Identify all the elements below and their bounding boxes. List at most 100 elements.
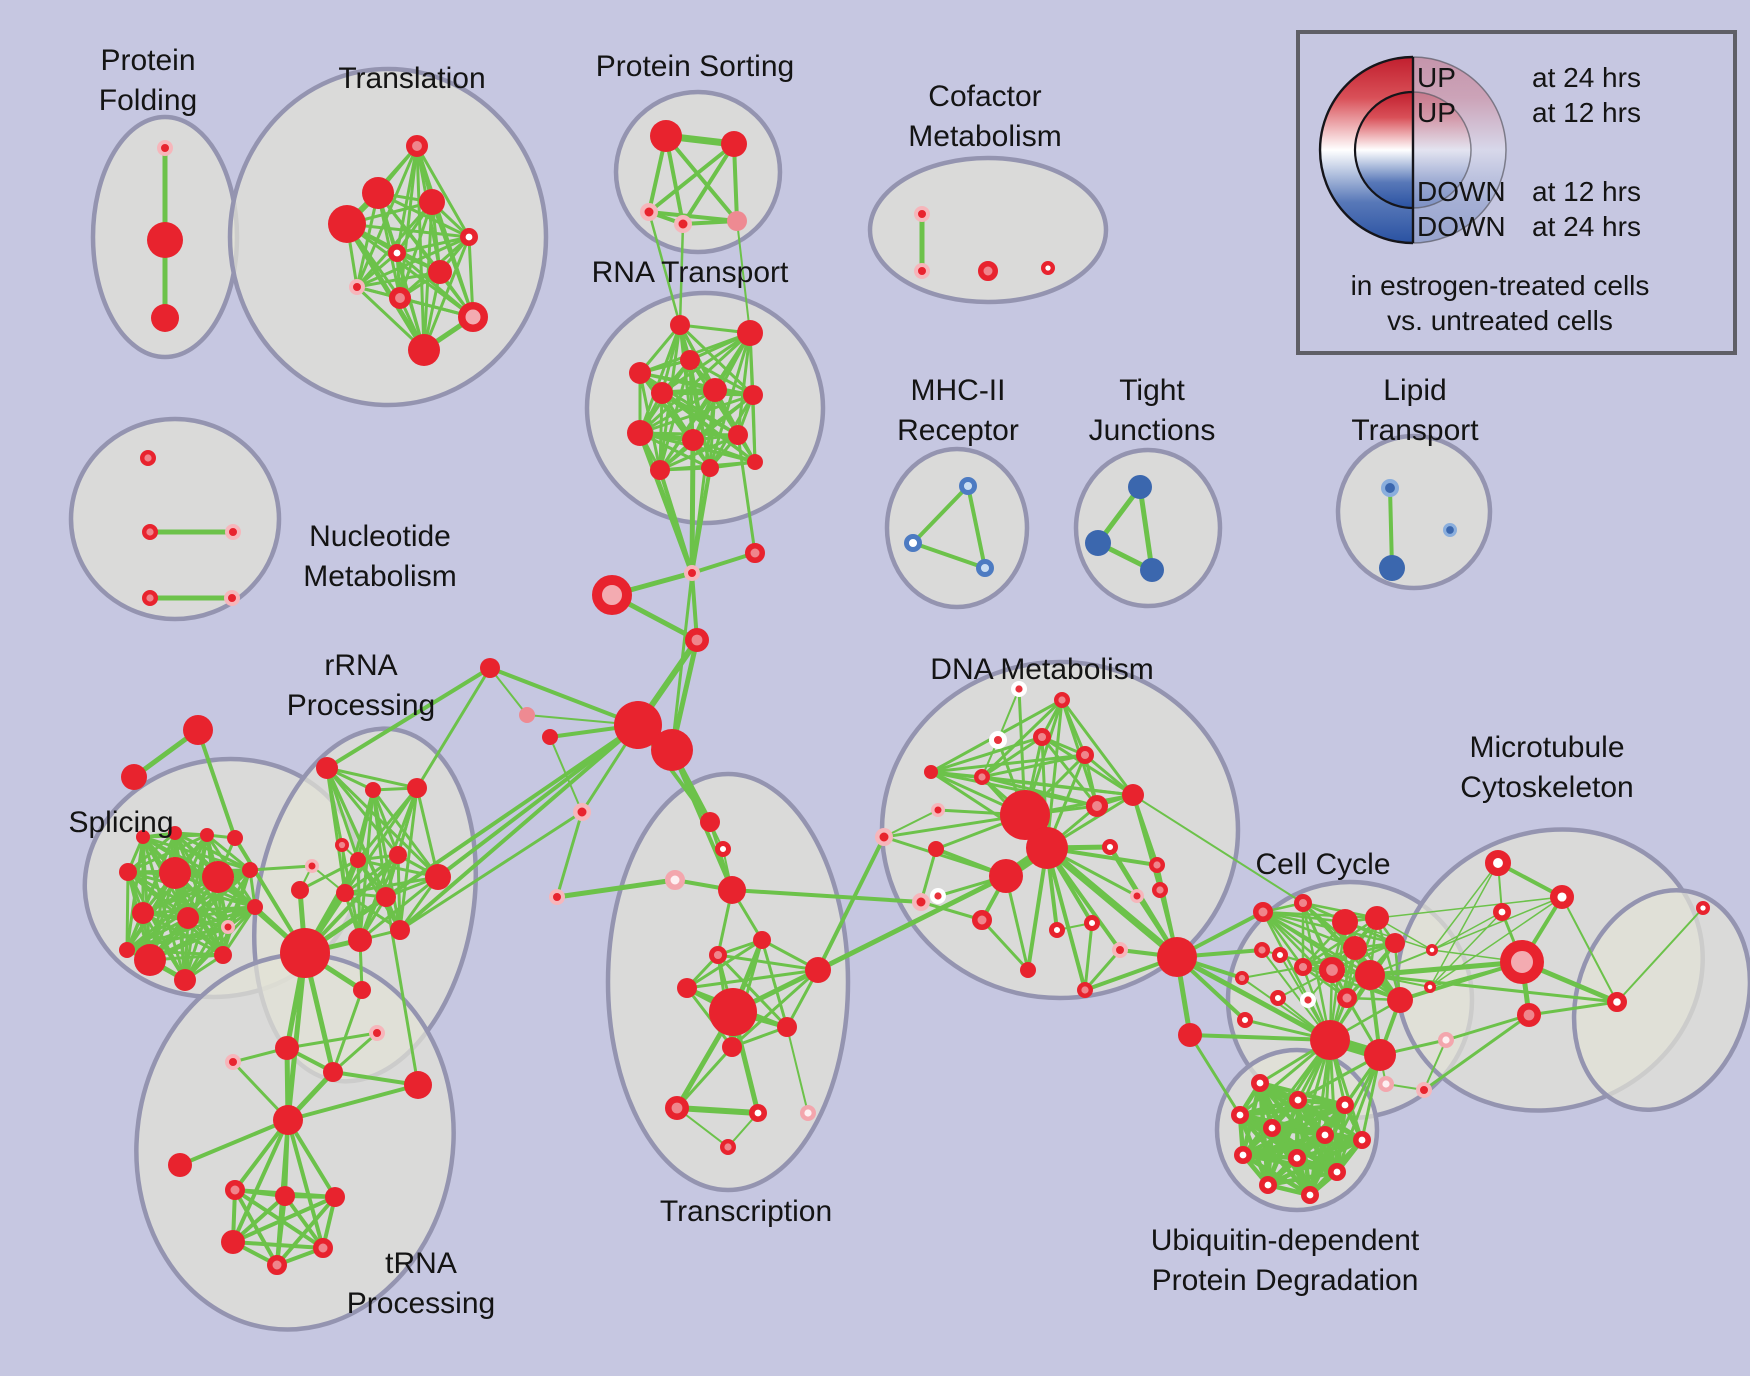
network-node-cc11 [1236, 1011, 1253, 1028]
cluster-label-translation-line1: Translation [338, 62, 485, 95]
network-edge [1431, 896, 1563, 951]
network-edge [1422, 1013, 1531, 1092]
network-node-tc0 [700, 812, 720, 832]
network-node-cc12 [1310, 1020, 1350, 1060]
legend-glyph-inner-right [1413, 92, 1471, 208]
network-node-pf1 [147, 222, 183, 258]
network-node-cc4 [1253, 942, 1270, 959]
network-edge [233, 1188, 279, 1267]
network-node-rt9 [728, 425, 748, 445]
network-node-s3 [674, 215, 692, 233]
network-edge [1131, 793, 1162, 892]
network-node-sp7 [177, 907, 199, 929]
network-edge [647, 142, 736, 214]
network-node-cc25 [1337, 988, 1357, 1008]
cluster-label-lipid-transport-line2: Transport [1351, 414, 1479, 447]
network-edge [1367, 959, 1525, 978]
network-edge [1261, 910, 1305, 969]
network-node-tc2 [665, 870, 685, 890]
network-edge [125, 835, 145, 952]
network-node-rr12 [348, 928, 372, 952]
network-node-l0 [542, 729, 558, 745]
network-node-rr4 [305, 859, 319, 873]
network-edge [549, 736, 583, 813]
network-edge [1137, 484, 1155, 573]
network-node-t6 [428, 260, 452, 284]
network-node-sp0 [159, 857, 191, 889]
network-edge [736, 220, 751, 334]
cluster-label-nucleotide-metabolism-line1: Nucleotide [309, 520, 451, 553]
network-edge [148, 868, 252, 962]
network-edge [716, 953, 820, 972]
network-node-tc4 [753, 931, 771, 949]
network-edge [173, 831, 252, 872]
network-node-st2 [592, 575, 632, 615]
network-node-dm25 [1053, 692, 1070, 709]
network-edge [355, 270, 442, 289]
network-node-nm0 [139, 450, 156, 467]
network-edge [1308, 1053, 1382, 1197]
network-node-cc13 [1364, 1039, 1396, 1071]
legend-row-0-direction: UP [1417, 62, 1456, 93]
network-edge [685, 968, 820, 990]
network-node-cf3 [1041, 261, 1056, 276]
network-node-tc6 [677, 978, 697, 998]
network-edge [488, 666, 640, 727]
network-node-rr16 [323, 1062, 343, 1082]
network-node-pf2 [151, 304, 179, 332]
network-node-t5 [388, 243, 407, 262]
network-node-cc1 [1293, 893, 1312, 912]
network-node-rt1 [737, 320, 763, 346]
network-node-rr19 [353, 981, 371, 999]
network-edge [125, 833, 209, 952]
network-edge [1376, 896, 1563, 919]
network-node-g0 [183, 715, 213, 745]
network-edge [345, 222, 471, 239]
network-node-rr10 [376, 887, 396, 907]
network-node-ub1 [1289, 1091, 1308, 1110]
network-node-lp1 [1379, 555, 1405, 581]
network-node-s4 [727, 211, 747, 231]
network-edge [1045, 698, 1064, 850]
network-node-tn7 [267, 1255, 287, 1275]
network-node-tc7 [805, 957, 831, 983]
network-node-rr17 [369, 1025, 385, 1041]
network-node-dm0 [988, 730, 1007, 749]
network-edge [638, 388, 717, 435]
network-edge [997, 688, 1020, 741]
cluster-label-tight-junctions-line1: Tight [1119, 374, 1185, 407]
network-edge [689, 437, 696, 576]
network-node-tn3 [275, 1186, 295, 1206]
network-edge [1188, 1033, 1242, 1117]
network-edge [647, 210, 682, 327]
network-node-dm7 [875, 828, 893, 846]
network-edge [1328, 1038, 1339, 1174]
network-node-mt5 [1517, 1002, 1542, 1027]
network-node-rr11 [280, 928, 330, 978]
network-node-t0 [405, 134, 428, 157]
network-node-dm18 [1020, 962, 1036, 978]
network-node-cc7 [1318, 957, 1345, 984]
network-node-tn5 [221, 1230, 245, 1254]
network-edge [221, 868, 252, 957]
network-edge [141, 835, 187, 982]
legend-box [1296, 30, 1737, 355]
network-node-s1 [721, 131, 747, 157]
network-node-pf0 [157, 140, 173, 156]
network-node-rt3 [629, 362, 651, 384]
network-edge [660, 331, 752, 395]
network-node-ub7 [1234, 1146, 1253, 1165]
network-node-rr18 [404, 1071, 432, 1099]
network-node-mt3 [1500, 940, 1544, 984]
network-edge [178, 1118, 290, 1167]
network-node-cf0 [914, 206, 930, 222]
network-edge [760, 938, 789, 1029]
cluster-label-mhc-ii-receptor-line1: MHC-II [911, 374, 1006, 407]
network-edge [1429, 911, 1503, 988]
nodes-layer [119, 120, 1711, 1275]
network-edge [688, 358, 695, 442]
network-edge [303, 723, 640, 955]
network-node-tc8 [709, 988, 757, 1036]
network-node-ub0 [1251, 1074, 1270, 1093]
